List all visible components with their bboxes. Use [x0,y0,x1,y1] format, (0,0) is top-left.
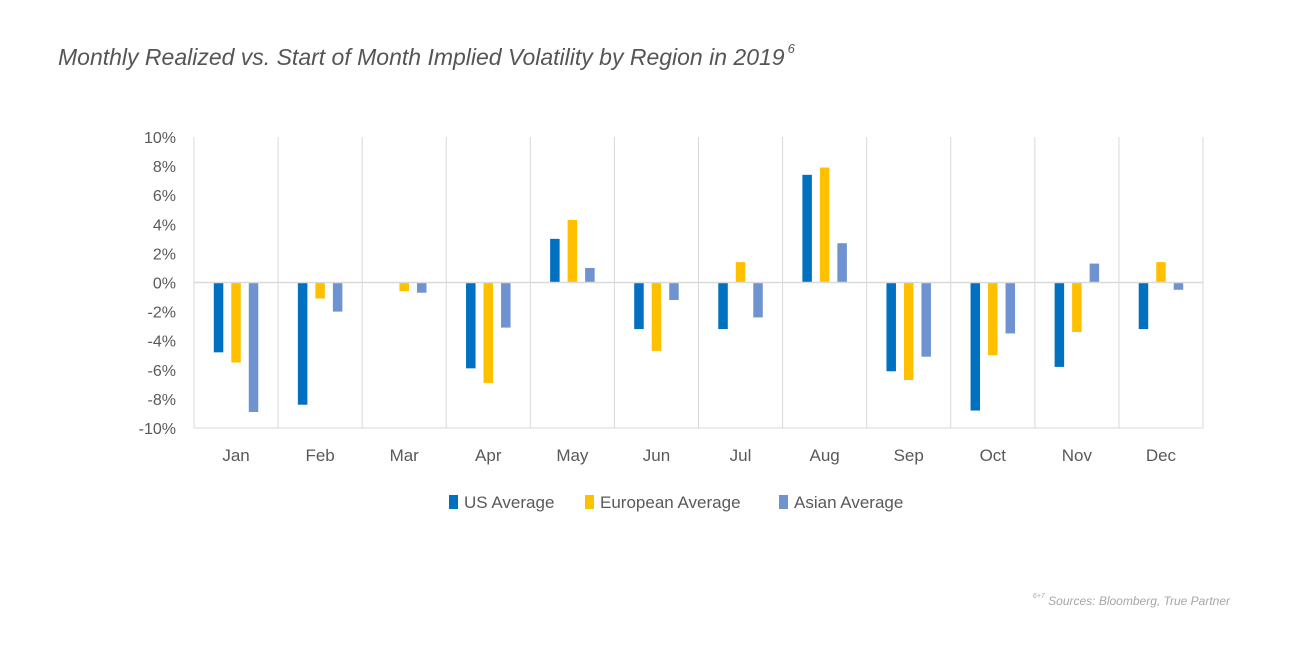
bar-european-average-mar [399,282,409,292]
bar-asian-average-jul [753,282,763,318]
bar-us-average-jan [213,282,224,353]
bar-asian-average-apr [501,282,511,328]
bar-european-average-jun [651,282,662,351]
y-tick-label: 8% [153,159,176,176]
chart-title: Monthly Realized vs. Start of Month Impl… [58,41,795,71]
bar-us-average-aug [802,174,812,283]
x-category-label: Jul [730,446,752,465]
y-tick-labels: 10% 8% 6% 4% 2% 0% -2% -4% -6% -8% -10% [139,130,176,438]
bar-us-average-sep [886,282,896,372]
bar-us-average-jun [634,282,644,330]
source-note-marker: 6+7 [1032,593,1045,600]
y-tick-label: -8% [148,392,176,409]
bar-us-average-may [550,238,560,283]
bars [213,167,1184,412]
x-category-label: Feb [305,446,334,465]
chart-title-footnote: 6 [787,41,795,57]
x-category-label: Dec [1146,446,1177,465]
source-note-text: Sources: Bloomberg, True Partner [1048,594,1230,608]
chart-title-text: Monthly Realized vs. Start of Month Impl… [58,44,785,70]
bar-european-average-oct [988,282,998,356]
bar-us-average-apr [466,282,476,369]
legend-label: European Average [600,493,741,512]
bar-european-average-sep [903,282,914,380]
y-tick-label: 4% [153,217,176,234]
y-tick-label: -10% [139,421,176,438]
x-category-label: Mar [390,446,420,465]
bar-us-average-dec [1138,282,1149,330]
x-category-label: Aug [810,446,840,465]
y-tick-label: -4% [148,334,176,351]
bar-asian-average-aug [837,243,847,283]
bar-asian-average-jan [248,282,259,412]
legend-swatch [779,495,788,509]
x-category-label: Nov [1062,446,1093,465]
legend-label: US Average [464,493,554,512]
bar-european-average-apr [483,282,494,383]
x-category-label: Apr [475,446,502,465]
bar-us-average-nov [1054,282,1065,367]
source-note: 6+7 Sources: Bloomberg, True Partner [1032,593,1230,608]
bar-asian-average-mar [416,282,427,293]
bar-european-average-aug [819,167,830,283]
bar-european-average-feb [315,282,325,299]
bar-european-average-dec [1156,262,1166,283]
y-tick-label: -6% [148,363,176,380]
bar-asian-average-sep [921,282,931,357]
legend-swatch [585,495,594,509]
bar-european-average-may [567,219,578,283]
bar-european-average-nov [1072,282,1082,332]
y-tick-label: -2% [148,305,176,322]
x-category-label: Oct [980,446,1007,465]
bar-european-average-jan [231,282,241,363]
axes [194,281,1203,429]
y-tick-label: 10% [144,130,176,147]
x-category-label: Sep [894,446,924,465]
bar-us-average-oct [970,282,981,411]
bar-us-average-feb [297,282,308,405]
bar-us-average-jul [718,282,728,330]
bar-asian-average-jun [669,282,679,300]
x-category-labels: Jan Feb Mar Apr May Jun Jul Aug Sep Oct Nov Dec [222,446,1176,465]
bar-asian-average-dec [1173,282,1184,290]
legend: US Average European Average Asian Average [449,493,903,512]
legend-swatch [449,495,458,509]
y-tick-label: 2% [153,246,176,263]
bar-asian-average-oct [1005,282,1016,334]
legend-label: Asian Average [794,493,903,512]
x-category-label: Jun [643,446,670,465]
x-category-label: Jan [222,446,249,465]
y-tick-label: 0% [153,276,176,293]
bar-asian-average-may [585,267,595,283]
bar-asian-average-feb [332,282,343,312]
x-category-label: May [556,446,589,465]
bar-european-average-jul [735,262,746,283]
y-tick-label: 6% [153,188,176,205]
bar-asian-average-nov [1089,263,1100,283]
